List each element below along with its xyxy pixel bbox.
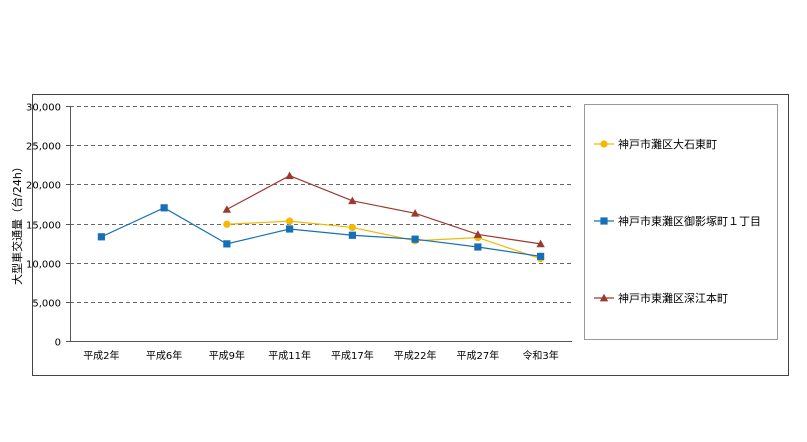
y-axis-label: 大型車交通量（台/24h） xyxy=(10,161,24,285)
series-3 xyxy=(222,171,545,248)
data-point xyxy=(536,239,545,248)
x-tick-label: 平成2年 xyxy=(83,349,119,362)
data-point xyxy=(223,220,231,228)
data-point xyxy=(97,233,105,241)
series-line xyxy=(226,220,541,260)
series-2 xyxy=(97,204,545,260)
data-point xyxy=(348,196,357,205)
legend-marker xyxy=(600,217,608,225)
data-point xyxy=(223,240,231,248)
legend-label: 神戸市灘区大石東町 xyxy=(618,137,717,151)
legend-label: 神戸市東灘区御影塚町１丁目 xyxy=(618,214,761,228)
data-point xyxy=(286,217,294,225)
legend-label: 神戸市東灘区深江本町 xyxy=(618,291,728,305)
x-tick-label: 平成27年 xyxy=(457,349,500,362)
data-point xyxy=(473,230,483,238)
y-tick-label: 10,000 xyxy=(26,260,61,271)
series-line xyxy=(101,207,541,257)
y-tick-labels: 0 5,000 10,000 15,000 20,000 25,000 30,000 xyxy=(26,103,61,349)
data-point xyxy=(286,225,294,233)
axes xyxy=(66,106,572,342)
data-point xyxy=(474,243,482,251)
y-tick-label: 0 xyxy=(55,338,61,349)
legend-item: 神戸市東灘区深江本町 xyxy=(594,291,728,305)
data-point xyxy=(285,171,294,180)
data-point xyxy=(411,235,419,243)
legend-marker xyxy=(599,293,609,302)
y-tick-label: 30,000 xyxy=(26,103,61,114)
data-point xyxy=(160,204,168,212)
data-point xyxy=(222,205,232,213)
legend-marker xyxy=(600,140,608,148)
data-point xyxy=(348,223,356,232)
data-point xyxy=(537,252,545,260)
x-tick-label: 令和3年 xyxy=(522,349,558,362)
legend-item: 神戸市東灘区御影塚町１丁目 xyxy=(594,214,761,228)
y-tick-label: 15,000 xyxy=(26,221,61,232)
legend-box xyxy=(584,104,778,340)
x-tick-labels: 平成2年 平成6年 平成9年 平成11年 平成17年 平成22年 平成27年 令和3年 xyxy=(83,349,559,362)
x-tick-label: 平成17年 xyxy=(331,349,374,362)
y-tick-label: 25,000 xyxy=(26,142,61,153)
x-tick-label: 平成6年 xyxy=(146,349,182,362)
y-tick-label: 5,000 xyxy=(32,299,61,310)
legend-item: 神戸市灘区大石東町 xyxy=(594,137,717,151)
data-point xyxy=(410,209,420,217)
series-group xyxy=(97,171,545,263)
series-line xyxy=(226,175,541,245)
x-tick-label: 平成22年 xyxy=(394,349,437,362)
x-tick-label: 平成9年 xyxy=(209,349,245,362)
y-tick-label: 20,000 xyxy=(26,181,61,192)
x-tick-label: 平成11年 xyxy=(268,349,311,362)
data-point xyxy=(348,231,356,239)
